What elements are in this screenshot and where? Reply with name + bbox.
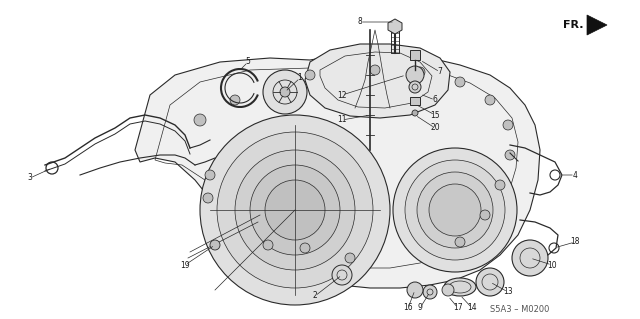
Circle shape [332, 265, 352, 285]
Circle shape [300, 243, 310, 253]
Circle shape [417, 172, 493, 248]
Circle shape [423, 285, 437, 299]
Circle shape [370, 65, 380, 75]
Text: 17: 17 [453, 303, 463, 313]
Circle shape [217, 132, 373, 288]
Circle shape [495, 180, 505, 190]
Circle shape [230, 95, 240, 105]
Circle shape [265, 180, 325, 240]
Text: 7: 7 [438, 68, 442, 77]
Circle shape [442, 284, 454, 296]
Circle shape [485, 95, 495, 105]
Circle shape [235, 150, 355, 270]
Circle shape [250, 165, 340, 255]
Polygon shape [135, 52, 540, 288]
Circle shape [210, 240, 220, 250]
Polygon shape [410, 97, 420, 105]
Circle shape [200, 115, 390, 305]
Circle shape [409, 81, 421, 93]
Circle shape [407, 282, 423, 298]
Circle shape [205, 170, 215, 180]
Circle shape [194, 114, 206, 126]
Circle shape [455, 77, 465, 87]
Circle shape [345, 253, 355, 263]
Polygon shape [587, 15, 607, 35]
Text: 3: 3 [28, 174, 33, 182]
Circle shape [505, 150, 515, 160]
Circle shape [455, 237, 465, 247]
Circle shape [503, 120, 513, 130]
Text: 2: 2 [312, 292, 317, 300]
Text: 12: 12 [337, 91, 347, 100]
Text: 14: 14 [467, 303, 477, 313]
Text: 15: 15 [430, 110, 440, 120]
Text: 4: 4 [573, 170, 577, 180]
Text: FR.: FR. [563, 20, 583, 30]
Circle shape [412, 110, 418, 116]
Circle shape [263, 70, 307, 114]
Text: 18: 18 [570, 238, 580, 247]
Circle shape [280, 87, 290, 97]
Text: 5: 5 [246, 57, 250, 66]
Circle shape [415, 67, 425, 77]
Circle shape [512, 240, 548, 276]
Text: 19: 19 [180, 261, 190, 270]
Text: 16: 16 [403, 303, 413, 313]
Text: 10: 10 [547, 261, 557, 270]
Circle shape [480, 210, 490, 220]
Polygon shape [388, 19, 402, 34]
Circle shape [203, 193, 213, 203]
Text: 9: 9 [417, 303, 422, 313]
Circle shape [429, 184, 481, 236]
Text: 6: 6 [433, 95, 437, 105]
Text: 8: 8 [358, 18, 362, 26]
Circle shape [305, 70, 315, 80]
Ellipse shape [444, 278, 476, 296]
Text: 13: 13 [503, 287, 513, 296]
Circle shape [405, 160, 505, 260]
Circle shape [263, 240, 273, 250]
Circle shape [476, 268, 504, 296]
Text: 20: 20 [430, 123, 440, 132]
Circle shape [393, 148, 517, 272]
Circle shape [406, 66, 424, 84]
Text: 11: 11 [337, 115, 347, 124]
Polygon shape [410, 50, 420, 60]
Polygon shape [305, 44, 450, 118]
Text: S5A3 – M0200: S5A3 – M0200 [490, 306, 549, 315]
Text: 1: 1 [298, 73, 302, 83]
